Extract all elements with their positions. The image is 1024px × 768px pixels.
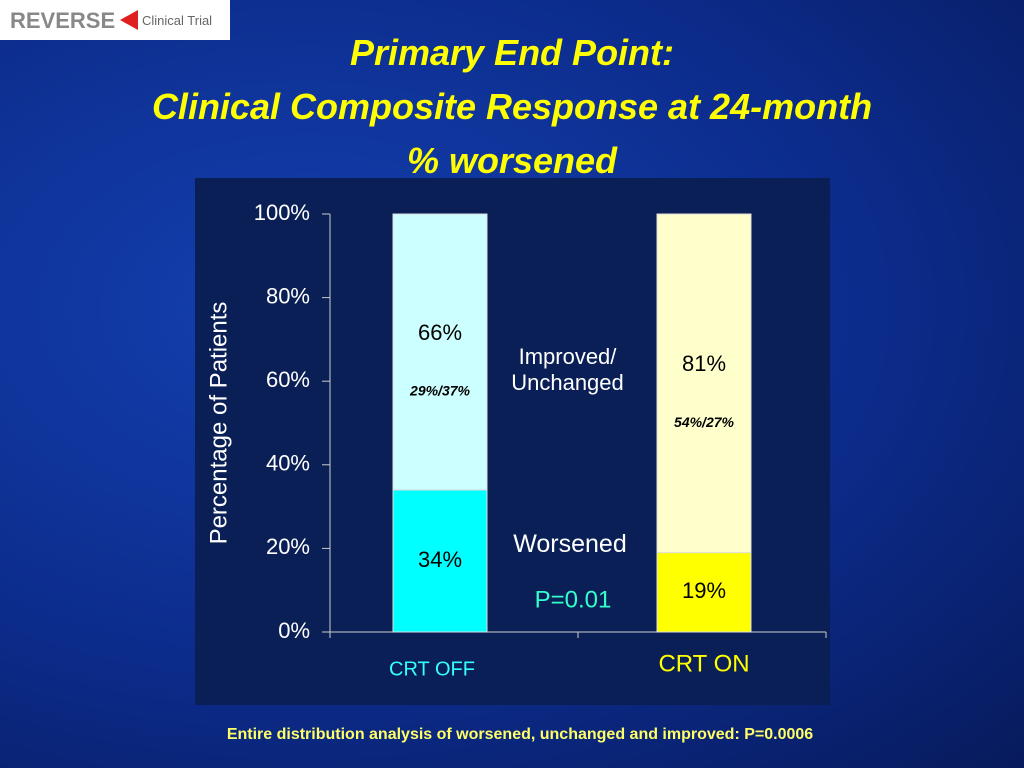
y-tick-label: 100% (254, 200, 310, 225)
logo-brand: REVERSE (10, 8, 116, 33)
y-tick-label: 20% (266, 534, 310, 559)
y-tick-label: 60% (266, 367, 310, 392)
y-tick-label: 40% (266, 451, 310, 476)
bar-segment (392, 489, 488, 633)
breakdown-label: 29%/37% (409, 383, 470, 399)
title-line: Clinical Composite Response at 24-month (151, 86, 873, 127)
series-name: Improved/ Unchanged (511, 344, 624, 395)
title-line: % worsened (406, 140, 618, 181)
breakdown-label: 54%/27% (674, 414, 734, 430)
logo-subtitle: Clinical Trial (142, 13, 213, 28)
logo: REVERSE Clinical Trial (0, 0, 230, 40)
footnote: Entire distribution analysis of worsened… (226, 726, 814, 743)
value-label: 19% (682, 578, 726, 603)
x-tick-label: CRT ON (658, 650, 749, 677)
bar-segment (656, 213, 752, 554)
bar-segment (392, 213, 488, 491)
value-label: 66% (418, 320, 462, 345)
value-label: 34% (418, 547, 462, 572)
y-axis-label: Percentage of Patients (205, 302, 232, 545)
bar-segment (656, 552, 752, 633)
title-line: Primary End Point: (349, 32, 675, 73)
p-value: P=0.01 (535, 586, 612, 613)
x-tick-label: CRT OFF (389, 658, 475, 680)
logo-arrow (120, 10, 138, 30)
value-label: 81% (682, 351, 726, 376)
y-tick-label: 80% (266, 283, 310, 308)
series-name: Worsened (513, 530, 627, 558)
y-tick-label: 0% (278, 618, 310, 643)
